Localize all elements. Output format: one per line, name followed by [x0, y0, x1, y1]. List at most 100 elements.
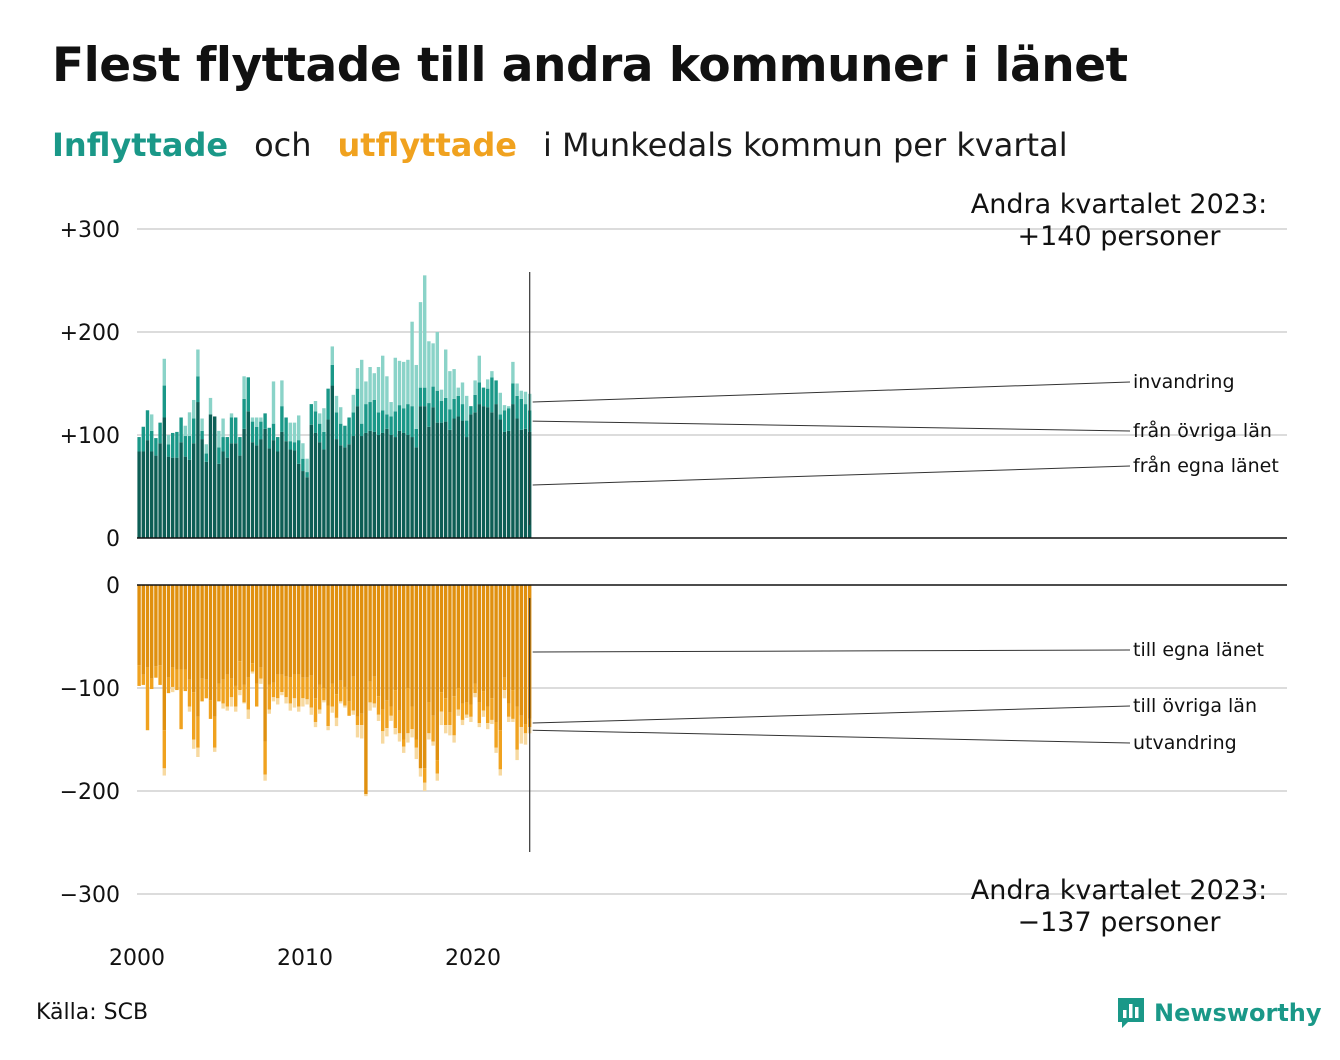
bar-in-0: [448, 429, 452, 538]
bar-in-0: [511, 404, 515, 538]
bar-in-2: [477, 355, 481, 383]
bar-out-1: [162, 730, 166, 769]
bar-in-0: [334, 439, 339, 538]
bar-out-1: [141, 674, 145, 685]
bar-out-0: [519, 585, 523, 716]
bar-out-0: [431, 585, 435, 716]
bar-out-0: [507, 585, 511, 704]
bar-in-1: [145, 410, 150, 441]
bar-out-2: [318, 709, 322, 714]
bar-in-0: [154, 455, 158, 538]
bar-in-1: [360, 423, 364, 437]
bar-out-1: [217, 683, 221, 702]
y-tick-label: −200: [60, 780, 120, 805]
bar-in-1: [368, 402, 372, 431]
bar-in-0: [347, 444, 351, 538]
bar-in-0: [351, 436, 355, 538]
bar-in-0: [259, 439, 263, 538]
bar-out-2: [288, 703, 292, 711]
bar-out-1: [200, 678, 204, 702]
bar-out-1: [343, 686, 347, 706]
bar-out-0: [238, 585, 242, 662]
bar-in-0: [255, 445, 259, 538]
bar-in-1: [158, 422, 162, 444]
bar-out-1: [297, 674, 301, 707]
bar-out-2: [364, 794, 368, 797]
bar-out-2: [171, 686, 175, 693]
bar-out-0: [360, 585, 364, 714]
bar-in-2: [187, 412, 192, 437]
bar-out-2: [351, 710, 355, 715]
bar-in-1: [284, 417, 288, 442]
bar-in-2: [456, 387, 460, 396]
series-label: till egna länet: [1133, 639, 1264, 661]
bar-out-1: [150, 678, 154, 690]
bar-in-2: [301, 443, 305, 459]
bar-in-2: [444, 349, 448, 398]
bar-out-1: [229, 678, 234, 698]
y-tick-label: −300: [60, 883, 120, 908]
bar-in-0: [322, 449, 326, 538]
bar-out-1: [507, 703, 511, 717]
bar-out-2: [322, 700, 326, 703]
bar-in-0: [444, 421, 448, 538]
bar-in-0: [427, 426, 431, 538]
bar-out-0: [460, 585, 465, 704]
bar-in-0: [137, 451, 141, 538]
bar-in-0: [263, 428, 267, 538]
bar-out-0: [204, 585, 208, 680]
bar-out-0: [456, 585, 460, 688]
bar-in-1: [498, 414, 502, 420]
bar-in-0: [297, 463, 301, 538]
bar-out-2: [439, 711, 444, 726]
bar-in-0: [465, 437, 469, 538]
bar-in-2: [448, 371, 452, 410]
bottom-annotation-line2: −137 personer: [1017, 907, 1221, 938]
bar-out-2: [187, 706, 192, 712]
bar-in-0: [431, 407, 435, 538]
bar-in-0: [162, 417, 166, 538]
subtitle-och: och: [254, 126, 312, 164]
bar-in-1: [263, 413, 267, 429]
bar-out-2: [381, 731, 385, 744]
bar-in-1: [435, 390, 439, 423]
bar-in-2: [313, 401, 318, 412]
bar-in-2: [305, 458, 309, 473]
bar-in-0: [145, 440, 150, 538]
bar-out-2: [297, 706, 301, 712]
bar-out-0: [414, 585, 418, 740]
bar-out-1: [389, 706, 393, 716]
bar-out-0: [410, 585, 414, 707]
bar-chart-speech-icon: [1118, 998, 1144, 1028]
bar-in-0: [477, 404, 481, 538]
bar-out-0: [322, 585, 326, 688]
bar-in-1: [171, 432, 175, 458]
bar-out-0: [313, 585, 318, 699]
bar-in-0: [192, 443, 196, 538]
bar-in-0: [196, 402, 200, 538]
bar-in-1: [200, 430, 204, 440]
bar-out-1: [242, 684, 246, 703]
bar-out-1: [204, 679, 208, 699]
bar-out-0: [145, 585, 150, 668]
bar-out-0: [498, 585, 502, 731]
bar-out-1: [158, 665, 162, 685]
bar-out-2: [313, 721, 318, 728]
bar-out-1: [221, 679, 225, 704]
bar-in-0: [271, 440, 276, 538]
bar-in-1: [402, 408, 406, 433]
bar-in-0: [372, 431, 376, 538]
bar-in-1: [376, 412, 381, 435]
bar-out-1: [452, 696, 456, 736]
leader-line: [532, 729, 1131, 744]
bar-out-1: [385, 700, 389, 729]
bar-in-0: [402, 432, 406, 538]
bar-in-0: [187, 459, 192, 538]
bar-out-1: [330, 683, 334, 707]
bar-out-0: [515, 585, 519, 707]
bar-out-2: [502, 690, 507, 699]
bar-out-2: [162, 768, 166, 776]
bar-out-1: [179, 669, 183, 730]
bar-out-1: [347, 701, 351, 716]
bar-out-0: [166, 585, 171, 678]
